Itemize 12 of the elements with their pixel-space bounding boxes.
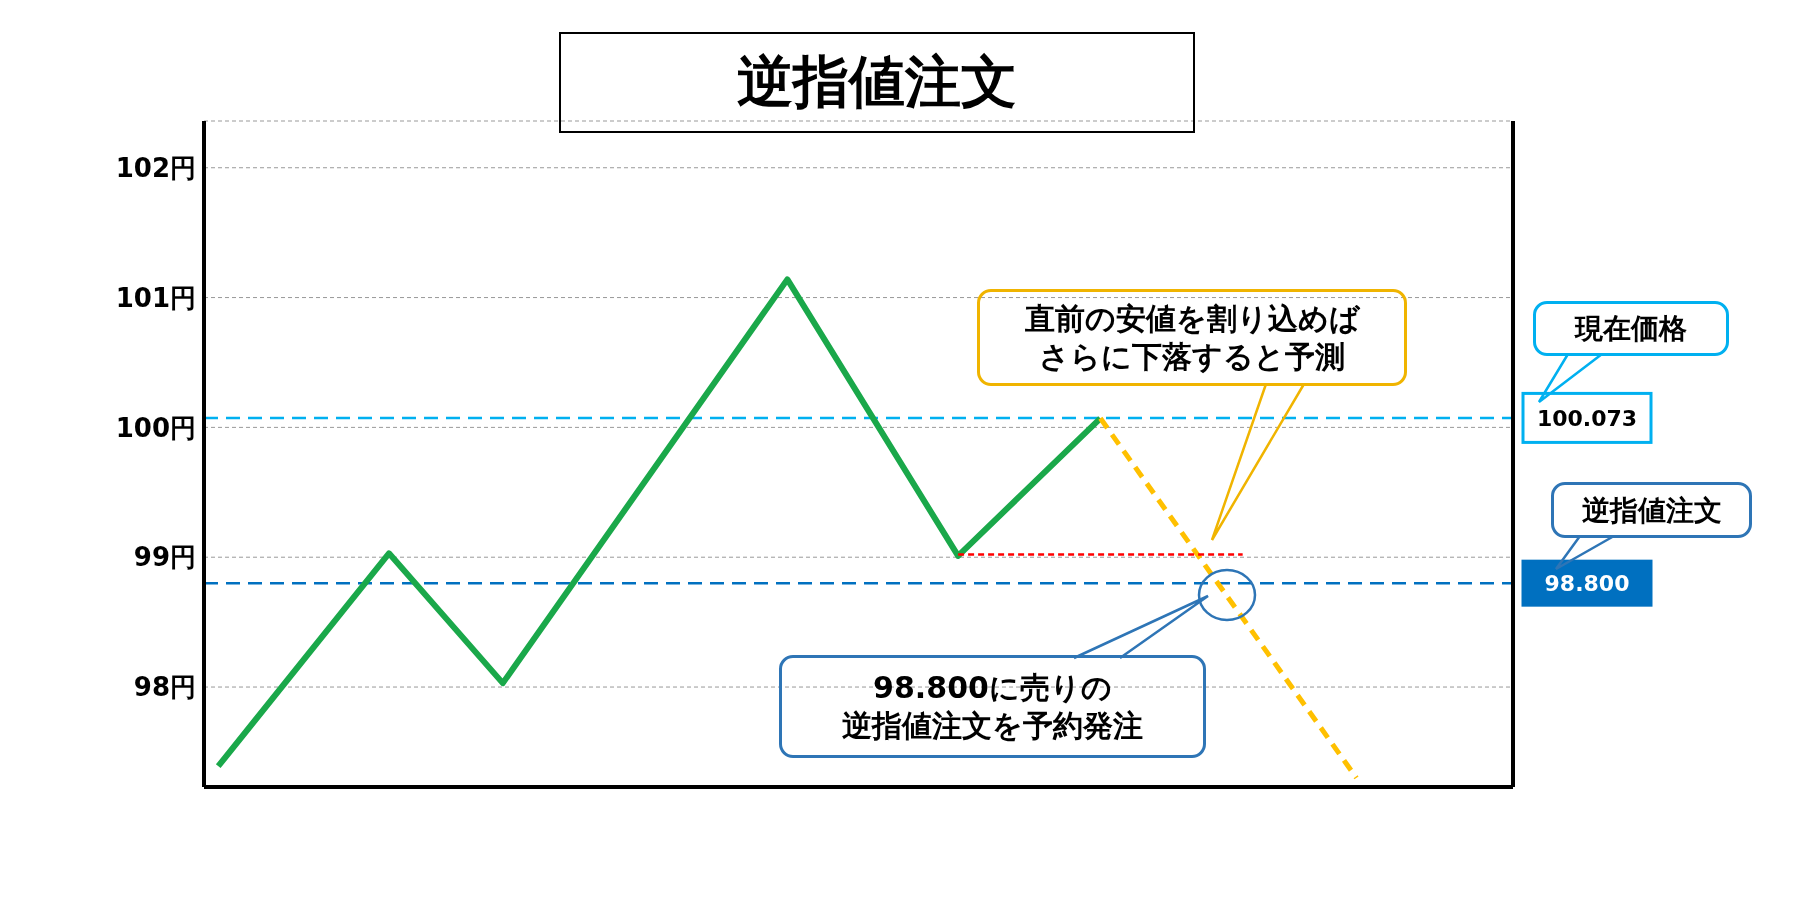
text: 逆指値注文 bbox=[1551, 482, 1752, 538]
y-tick-label: 99円 bbox=[133, 542, 196, 573]
ref-line-label: 98.800 bbox=[1544, 571, 1630, 597]
annotation: 98.800に売りの逆指値注文を予約発注 bbox=[779, 655, 1206, 758]
y-tick-label: 98円 bbox=[133, 672, 196, 703]
ref-line-label: 100.073 bbox=[1536, 405, 1638, 431]
y-tick-label: 102円 bbox=[115, 152, 196, 183]
y-tick-label: 101円 bbox=[115, 282, 196, 313]
text: 現在価格 bbox=[1533, 301, 1729, 356]
annotation: 直前の安値を割り込めばさらに下落すると予測 bbox=[977, 289, 1407, 386]
y-tick-label: 100円 bbox=[115, 412, 196, 443]
chart-title: 逆指値注文 bbox=[559, 32, 1195, 133]
